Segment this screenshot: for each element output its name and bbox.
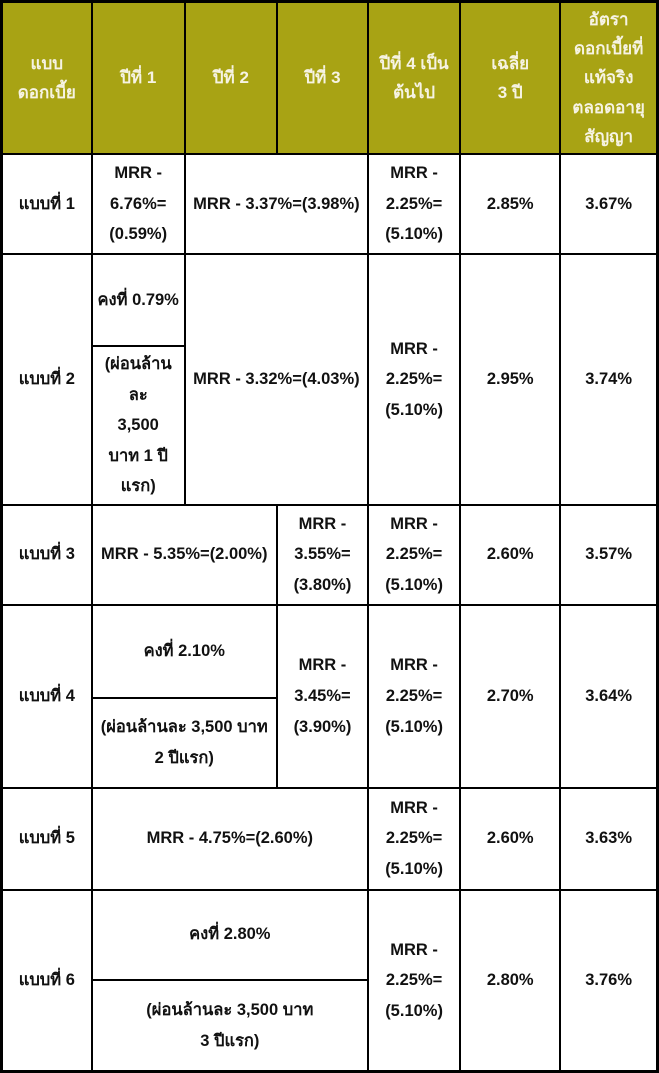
plan4-year1-2-fixed-rate: คงที่ 2.10% — [90, 603, 278, 699]
plan6-avg-3yr: 2.80% — [459, 888, 562, 1073]
header-year-3: ปีที่ 3 — [275, 0, 370, 156]
table-row-plan4: แบบที่ 4 คงที่ 2.10% MRR - 3.45%= (3.90%… — [0, 603, 659, 789]
plan6-year1-3-fixed-rate: คงที่ 2.80% — [90, 888, 370, 981]
plan5-year4-rate: MRR - 2.25%= (5.10%) — [367, 786, 462, 891]
header-year-1: ปีที่ 1 — [90, 0, 186, 156]
plan4-year4-rate: MRR - 2.25%= (5.10%) — [367, 603, 462, 789]
plan1-year1-rate: MRR - 6.76%= (0.59%) — [90, 153, 186, 256]
plan2-year1-fixed-rate: คงที่ 0.79% — [90, 253, 186, 348]
plan2-year1-installment-note: (ผ่อนล้านละ 3,500 บาท 1 ปี แรก) — [90, 345, 186, 506]
plan5-avg-3yr: 2.60% — [459, 786, 562, 891]
table-row-plan5: แบบที่ 5 MRR - 4.75%=(2.60%) MRR - 2.25%… — [0, 786, 659, 891]
plan3-label: แบบที่ 3 — [0, 503, 93, 606]
plan6-year4-rate: MRR - 2.25%= (5.10%) — [367, 888, 462, 1073]
header-year-4-onward: ปีที่ 4 เป็น ต้นไป — [367, 0, 462, 156]
plan3-year4-rate: MRR - 2.25%= (5.10%) — [367, 503, 462, 606]
header-avg-3yr: เฉลี่ย 3 ปี — [459, 0, 562, 156]
plan1-year2-3-rate: MRR - 3.37%=(3.98%) — [183, 153, 370, 256]
plan4-effective-rate: 3.64% — [559, 603, 659, 789]
plan6-label: แบบที่ 6 — [0, 888, 93, 1073]
header-effective-rate: อัตรา ดอกเบี้ยที่ แท้จริง ตลอดอายุ สัญญา — [559, 0, 659, 156]
plan1-effective-rate: 3.67% — [559, 153, 659, 256]
plan5-label: แบบที่ 5 — [0, 786, 93, 891]
table-row-plan4-note: (ผ่อนล้านละ 3,500 บาท 2 ปีแรก) — [2, 696, 658, 789]
plan2-year4-rate: MRR - 2.25%= (5.10%) — [367, 253, 462, 506]
plan5-effective-rate: 3.63% — [559, 786, 659, 891]
table-row-plan1: แบบที่ 1 MRR - 6.76%= (0.59%) MRR - 3.37… — [0, 153, 659, 256]
plan4-label: แบบที่ 4 — [0, 603, 93, 789]
table-header: แบบ ดอกเบี้ย ปีที่ 1 ปีที่ 2 ปีที่ 3 ปีท… — [0, 0, 659, 156]
plan3-year3-rate: MRR - 3.55%= (3.80%) — [275, 503, 370, 606]
table-row-plan2-note: (ผ่อนล้านละ 3,500 บาท 1 ปี แรก) — [2, 345, 658, 506]
table-row-plan3: แบบที่ 3 MRR - 5.35%=(2.00%) MRR - 3.55%… — [0, 503, 659, 606]
plan6-installment-note: (ผ่อนล้านละ 3,500 บาท 3 ปีแรก) — [90, 978, 370, 1073]
header-loan-type: แบบ ดอกเบี้ย — [0, 0, 93, 156]
table-row-plan2: แบบที่ 2 คงที่ 0.79% MRR - 3.32%=(4.03%)… — [0, 253, 659, 506]
plan3-effective-rate: 3.57% — [559, 503, 659, 606]
plan1-year4-rate: MRR - 2.25%= (5.10%) — [367, 153, 462, 256]
plan2-effective-rate: 3.74% — [559, 253, 659, 506]
plan3-avg-3yr: 2.60% — [459, 503, 562, 606]
plan6-effective-rate: 3.76% — [559, 888, 659, 1073]
header-year-2: ปีที่ 2 — [183, 0, 278, 156]
plan4-year3-rate: MRR - 3.45%= (3.90%) — [275, 603, 370, 789]
plan3-year1-2-rate: MRR - 5.35%=(2.00%) — [90, 503, 278, 606]
plan5-year1-3-rate: MRR - 4.75%=(2.60%) — [90, 786, 370, 891]
table-row-plan6: แบบที่ 6 คงที่ 2.80% MRR - 2.25%= (5.10%… — [0, 888, 659, 1073]
plan4-installment-note: (ผ่อนล้านละ 3,500 บาท 2 ปีแรก) — [90, 696, 278, 789]
plan4-avg-3yr: 2.70% — [459, 603, 562, 789]
plan2-year2-3-rate: MRR - 3.32%=(4.03%) — [183, 253, 370, 506]
plan2-avg-3yr: 2.95% — [459, 253, 562, 506]
plan1-avg-3yr: 2.85% — [459, 153, 562, 256]
plan2-label: แบบที่ 2 — [0, 253, 93, 506]
plan1-label: แบบที่ 1 — [0, 153, 93, 256]
